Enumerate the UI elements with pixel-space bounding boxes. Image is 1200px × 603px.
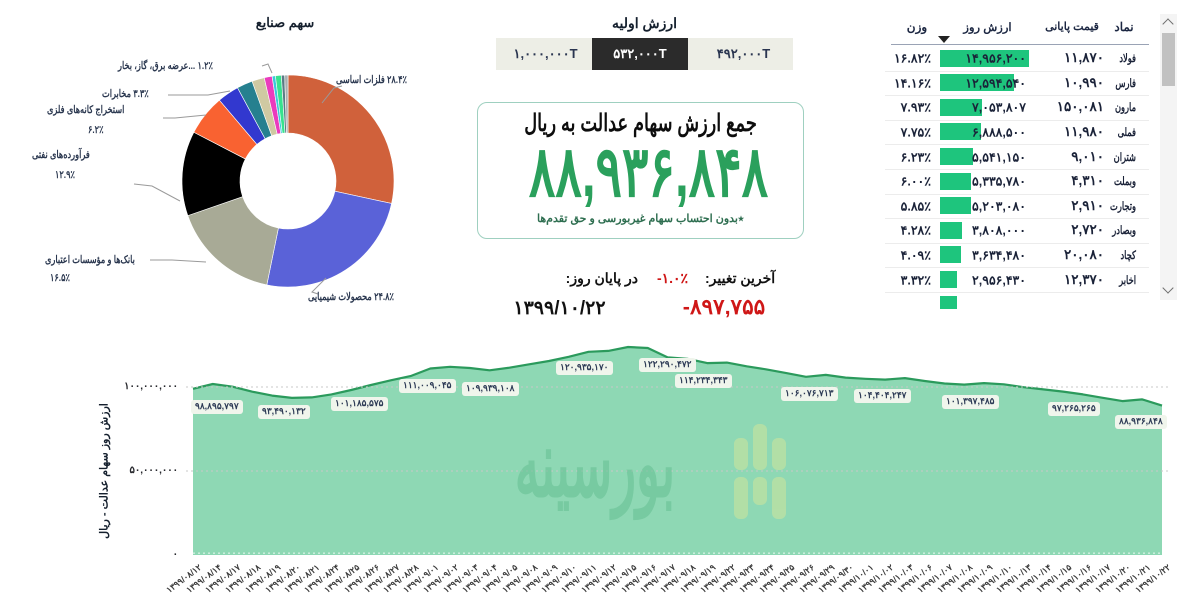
svg-text:بورسینه: بورسینه [515, 412, 675, 521]
